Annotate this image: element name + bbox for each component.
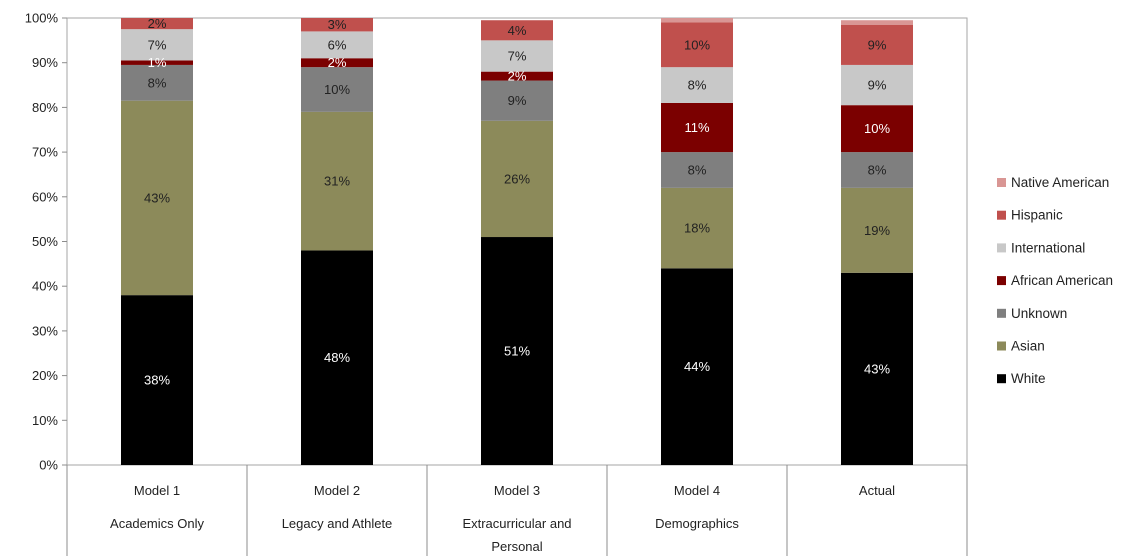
bar-segment-international [301, 31, 373, 59]
x-category-label: Academics Only [110, 516, 204, 531]
x-category-label: Legacy and Athlete [282, 516, 393, 531]
y-tick-label: 90% [32, 55, 58, 70]
legend-label: International [1011, 240, 1085, 255]
bar-segment-unknown [481, 80, 553, 121]
bar-segment-native-american [661, 18, 733, 23]
y-tick-label: 70% [32, 145, 58, 160]
x-category-label: Model 3 [494, 483, 540, 498]
y-tick-label: 30% [32, 323, 58, 338]
bar-segment-international [841, 64, 913, 106]
data-label: 7% [148, 37, 167, 52]
legend-label: White [1011, 371, 1046, 386]
bar-segment-international [661, 67, 733, 103]
bar-segment-african-american [121, 60, 193, 65]
data-label: 26% [504, 171, 530, 186]
y-tick-label: 80% [32, 100, 58, 115]
bar-segment-asian [121, 100, 193, 296]
bar-segment-unknown [121, 64, 193, 101]
bar-segment-international [481, 40, 553, 72]
x-category-label: Model 2 [314, 483, 360, 498]
legend-label: Unknown [1011, 306, 1067, 321]
bar-segment-white [661, 268, 733, 465]
bar-segment-hispanic [661, 22, 733, 68]
bar-segment-white [481, 237, 553, 465]
y-tick-label: 10% [32, 413, 58, 428]
data-label: 2% [508, 69, 527, 84]
legend-swatch [997, 243, 1006, 253]
data-label: 9% [868, 78, 887, 93]
data-label: 9% [508, 93, 527, 108]
x-category-label: Personal [491, 539, 542, 554]
bar-segment-asian [841, 187, 913, 273]
legend-swatch [997, 374, 1006, 384]
x-category-label: Model 1 [134, 483, 180, 498]
y-tick-label: 50% [32, 234, 58, 249]
data-label: 1% [148, 55, 167, 70]
bar-segment-african-american [661, 102, 733, 153]
legend-label: Native American [1011, 175, 1109, 190]
bar-segment-native-american [841, 20, 913, 25]
data-label: 38% [144, 373, 170, 388]
x-category-label: Model 4 [674, 483, 720, 498]
legend-swatch [997, 178, 1006, 187]
data-label: 8% [148, 75, 167, 90]
bar-segment-african-american [301, 58, 373, 68]
bar-segment-hispanic [841, 24, 913, 65]
y-tick-label: 100% [25, 11, 59, 26]
data-label: 8% [688, 78, 707, 93]
data-label: 3% [328, 17, 347, 32]
y-tick-label: 40% [32, 279, 58, 294]
y-tick-label: 0% [39, 458, 58, 473]
bar-segment-hispanic [481, 20, 553, 41]
data-label: 9% [868, 37, 887, 52]
data-label: 2% [148, 16, 167, 31]
bar-segment-asian [661, 187, 733, 269]
data-label: 48% [324, 350, 350, 365]
data-label: 2% [328, 55, 347, 70]
data-label: 6% [328, 37, 347, 52]
data-label: 19% [864, 223, 890, 238]
legend-swatch [997, 276, 1006, 286]
bar-segment-white [121, 295, 193, 465]
bar-segment-unknown [301, 67, 373, 112]
data-label: 7% [508, 48, 527, 63]
data-label: 4% [508, 23, 527, 38]
data-label: 31% [324, 174, 350, 189]
legend-label: Hispanic [1011, 208, 1063, 223]
data-label: 43% [144, 190, 170, 205]
data-label: 11% [684, 120, 709, 135]
y-tick-label: 60% [32, 189, 58, 204]
data-label: 51% [504, 344, 530, 359]
x-category-label: Extracurricular and [462, 516, 571, 531]
bar-segment-asian [481, 120, 553, 238]
bar-segment-hispanic [301, 18, 373, 32]
bar-segment-unknown [841, 152, 913, 188]
data-label: 8% [868, 162, 887, 177]
data-label: 43% [864, 361, 890, 376]
data-label: 44% [684, 359, 710, 374]
x-category-label: Actual [859, 483, 895, 498]
data-label: 10% [864, 121, 890, 136]
legend-swatch [997, 210, 1006, 220]
bar-segment-african-american [841, 105, 913, 153]
data-label: 18% [684, 221, 710, 236]
legend-swatch [997, 308, 1006, 318]
legend-label: African American [1011, 273, 1113, 288]
data-label: 8% [688, 162, 707, 177]
data-label: 10% [684, 37, 710, 52]
legend-swatch [997, 341, 1006, 351]
bar-segment-international [121, 29, 193, 61]
bar-segment-asian [301, 111, 373, 251]
bar-segment-african-american [481, 71, 553, 81]
bar-segment-white [301, 250, 373, 465]
x-category-label: Demographics [655, 516, 739, 531]
bar-segment-hispanic [121, 18, 193, 30]
data-label: 10% [324, 82, 350, 97]
bar-segment-white [841, 272, 913, 465]
bar-segment-unknown [661, 152, 733, 188]
legend-label: Asian [1011, 339, 1045, 354]
y-tick-label: 20% [32, 368, 58, 383]
